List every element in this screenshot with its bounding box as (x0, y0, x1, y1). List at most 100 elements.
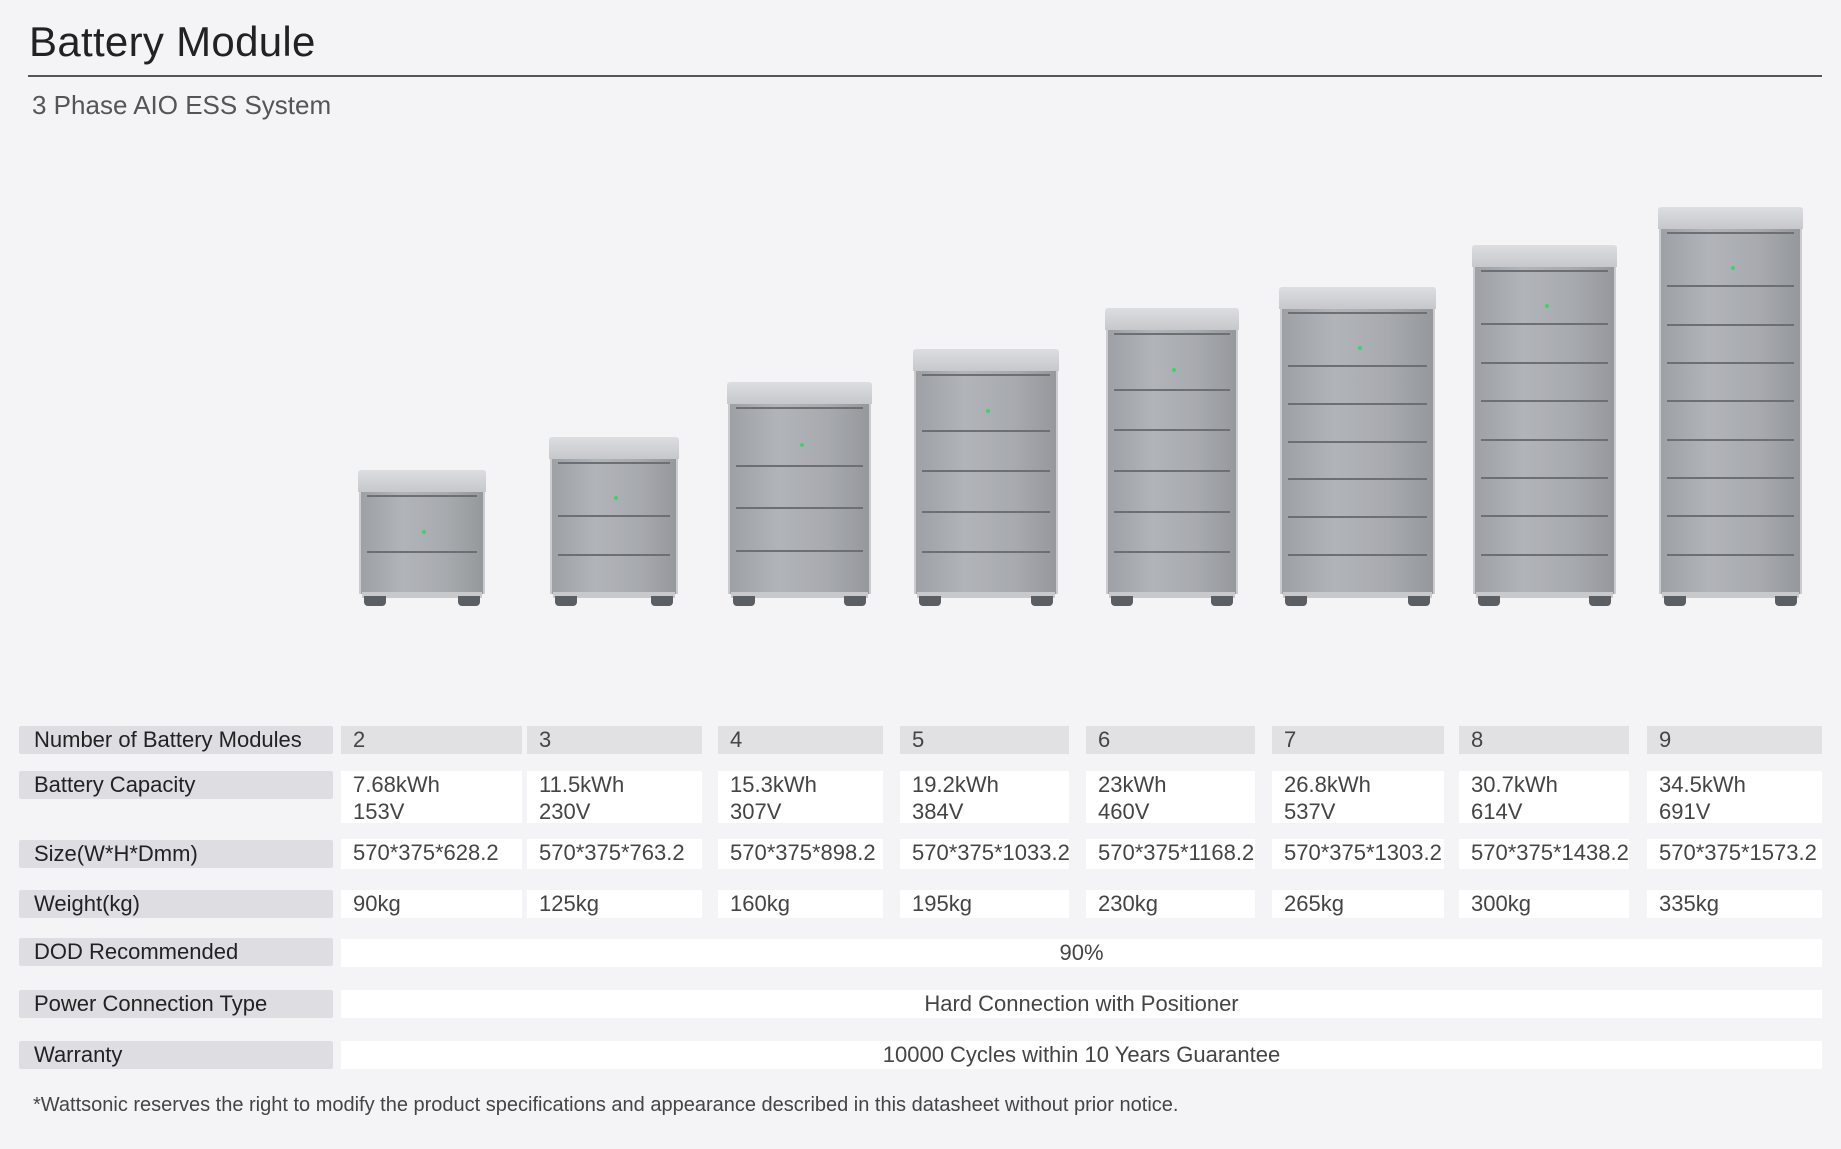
spec-cell: 570*375*1573.2 (1647, 839, 1822, 869)
module-divider (1481, 515, 1608, 518)
battery-base (1283, 592, 1432, 598)
battery-foot (1775, 596, 1797, 606)
battery-body (1473, 267, 1616, 594)
battery-body (1280, 309, 1435, 594)
battery-base (917, 592, 1055, 598)
spec-cell: 195kg (900, 890, 1069, 918)
spec-cell: 160kg (718, 890, 883, 918)
spec-cell: 7 (1272, 726, 1444, 754)
battery-body (1659, 229, 1802, 594)
battery-stack-image (1105, 308, 1239, 606)
battery-stack-image (1658, 207, 1803, 606)
spec-cell-line: 15.3kWh (730, 772, 817, 797)
module-divider (1481, 400, 1608, 403)
status-led-icon (1172, 368, 1176, 373)
spec-cell-line: 614V (1471, 799, 1523, 824)
module-divider (922, 429, 1050, 432)
spec-cell: 230kg (1086, 890, 1255, 918)
module-divider (736, 407, 863, 409)
spec-cell-line: 23kWh (1098, 772, 1167, 797)
spec-cell: 9 (1647, 726, 1822, 754)
spec-cell-merged: Hard Connection with Positioner (341, 990, 1822, 1018)
battery-stack-image (358, 470, 486, 606)
module-divider (558, 553, 670, 556)
module-divider (1667, 232, 1794, 234)
module-divider (1667, 553, 1794, 556)
battery-base (1476, 592, 1613, 598)
spec-cell: 335kg (1647, 890, 1822, 918)
battery-foot (844, 596, 866, 606)
spec-cell: 34.5kWh 691V (1647, 771, 1822, 824)
battery-stack-image (1472, 245, 1617, 606)
spec-row-label: Weight(kg) (19, 890, 333, 918)
battery-foot (919, 596, 941, 606)
status-led-icon (1730, 266, 1735, 271)
spec-cell: 125kg (527, 890, 702, 918)
module-divider (922, 551, 1050, 554)
module-divider (367, 551, 477, 553)
module-divider (1114, 333, 1230, 335)
battery-foot (1285, 596, 1307, 606)
module-divider (1288, 402, 1427, 405)
module-divider (1288, 440, 1427, 443)
spec-cell-line: 7.68kWh (353, 772, 440, 797)
battery-base (362, 592, 482, 598)
battery-stack-image (549, 437, 679, 606)
module-divider (1288, 312, 1427, 314)
module-divider (1288, 516, 1427, 519)
battery-top-cover (358, 470, 486, 492)
spec-cell: 3 (527, 726, 702, 754)
module-divider (922, 470, 1050, 473)
spec-row-label: Size(W*H*Dmm) (19, 840, 333, 868)
battery-top-cover (913, 349, 1059, 371)
spec-cell-line: 384V (912, 799, 964, 824)
battery-body (1106, 330, 1238, 594)
battery-base (1109, 592, 1235, 598)
spec-cell: 90kg (341, 890, 522, 918)
battery-top-cover (1472, 245, 1617, 267)
module-divider (1114, 470, 1230, 472)
battery-stack-image (1279, 287, 1436, 606)
battery-foot (1408, 596, 1430, 606)
status-led-icon (422, 530, 426, 535)
module-divider (558, 515, 670, 518)
spec-cell-line: 307V (730, 799, 782, 824)
module-divider (1481, 438, 1608, 441)
module-divider (1667, 323, 1794, 326)
footnote: *Wattsonic reserves the right to modify … (33, 1094, 1179, 1116)
module-divider (1114, 388, 1230, 391)
module-divider (922, 374, 1050, 376)
module-divider (1481, 270, 1608, 272)
module-divider (1667, 285, 1794, 288)
status-led-icon (614, 496, 618, 501)
battery-body (550, 459, 678, 594)
battery-body (728, 404, 871, 594)
spec-cell: 570*375*1303.2 (1272, 839, 1444, 869)
battery-module-images (358, 207, 1803, 606)
module-divider (558, 462, 670, 464)
spec-cell: 265kg (1272, 890, 1444, 918)
battery-body (359, 492, 485, 594)
spec-row-label: Battery Capacity (19, 771, 333, 799)
battery-foot (1211, 596, 1233, 606)
spec-cell: 11.5kWh 230V (527, 771, 702, 824)
spec-cell-line: 19.2kWh (912, 772, 999, 797)
module-divider (1667, 362, 1794, 364)
module-divider (1481, 361, 1608, 364)
status-led-icon (1357, 346, 1362, 351)
module-divider (1667, 438, 1794, 441)
spec-cell-merged: 10000 Cycles within 10 Years Guarantee (341, 1041, 1822, 1069)
spec-cell: 570*375*628.2 (341, 839, 522, 869)
battery-foot (458, 596, 480, 606)
spec-cell-line: 11.5kWh (539, 772, 625, 797)
module-divider (1667, 515, 1794, 518)
module-divider (1288, 364, 1427, 367)
spec-cell: 26.8kWh 537V (1272, 771, 1444, 824)
module-divider (736, 507, 863, 509)
spec-cell: 30.7kWh 614V (1459, 771, 1629, 824)
battery-body (914, 371, 1058, 594)
module-divider (922, 510, 1050, 513)
spec-cell: 570*375*1438.2 (1459, 839, 1629, 869)
module-divider (1114, 510, 1230, 513)
spec-cell: 2 (341, 726, 522, 754)
